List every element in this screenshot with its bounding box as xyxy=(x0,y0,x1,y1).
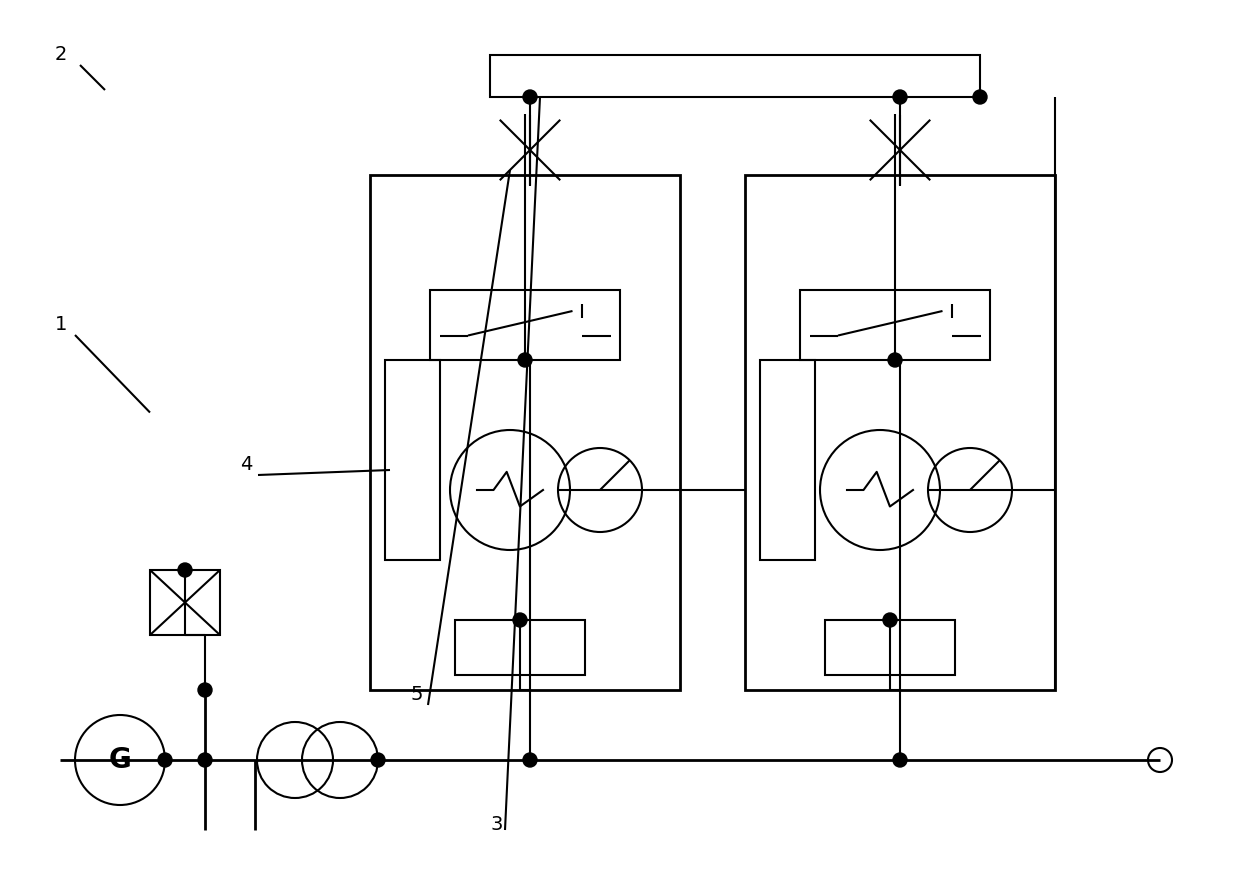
Bar xyxy=(150,570,219,635)
Circle shape xyxy=(523,90,537,104)
Bar xyxy=(430,290,620,360)
Circle shape xyxy=(893,90,906,104)
Circle shape xyxy=(198,683,212,697)
Text: 1: 1 xyxy=(55,315,67,334)
Circle shape xyxy=(157,753,172,767)
Circle shape xyxy=(371,753,384,767)
Text: 5: 5 xyxy=(410,685,423,704)
Circle shape xyxy=(518,353,532,367)
Circle shape xyxy=(513,613,527,627)
Text: 2: 2 xyxy=(55,45,67,64)
Bar xyxy=(760,360,815,560)
Bar xyxy=(384,360,440,560)
Circle shape xyxy=(523,753,537,767)
Bar xyxy=(370,175,680,690)
Bar xyxy=(455,620,585,675)
Circle shape xyxy=(883,613,897,627)
Circle shape xyxy=(179,563,192,577)
Circle shape xyxy=(893,753,906,767)
Bar xyxy=(800,290,990,360)
Bar xyxy=(745,175,1055,690)
Circle shape xyxy=(888,353,901,367)
Bar xyxy=(490,55,980,97)
Bar xyxy=(825,620,955,675)
Circle shape xyxy=(198,753,212,767)
Text: G: G xyxy=(109,746,131,774)
Circle shape xyxy=(973,90,987,104)
Text: 3: 3 xyxy=(490,815,502,834)
Text: 4: 4 xyxy=(241,455,253,474)
